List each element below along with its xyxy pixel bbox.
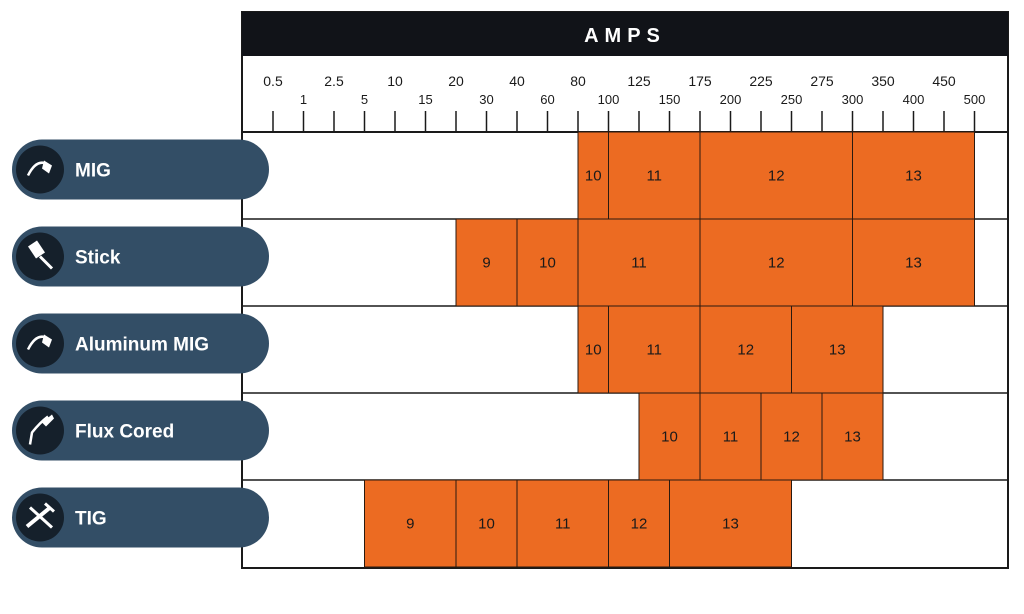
- shade-cell: [821, 392, 884, 481]
- shade-number: 13: [844, 429, 861, 446]
- tick-label: 5: [361, 92, 368, 107]
- shade-number: 12: [631, 516, 648, 533]
- shade-number: 10: [661, 429, 678, 446]
- tick-label: 500: [964, 92, 986, 107]
- tick-label: 30: [479, 92, 493, 107]
- shade-cell: [669, 479, 792, 568]
- tick-label: 225: [749, 73, 773, 89]
- tick-label: 100: [598, 92, 620, 107]
- tick-label: 150: [659, 92, 681, 107]
- tick-label: 400: [903, 92, 925, 107]
- shade-number: 10: [585, 168, 602, 185]
- process-pill: [12, 313, 269, 374]
- tick-label: 80: [570, 73, 586, 89]
- shade-number: 11: [646, 168, 662, 185]
- shade-number: 11: [723, 429, 739, 446]
- tick-label: 2.5: [324, 73, 344, 89]
- tick-label: 175: [688, 73, 712, 89]
- shade-cell: [364, 479, 457, 568]
- tick-label: 125: [627, 73, 651, 89]
- tig-torch-icon: [25, 502, 55, 529]
- tick-label: 275: [810, 73, 834, 89]
- tick-label: 200: [720, 92, 742, 107]
- shade-number: 10: [585, 342, 602, 359]
- shade-number: 13: [905, 168, 922, 185]
- shade-cell: [577, 218, 701, 307]
- shade-cell: [791, 305, 884, 394]
- shade-number: 13: [905, 255, 922, 272]
- process-label: TIG: [75, 509, 107, 530]
- shade-cell: [699, 131, 853, 220]
- process-label: Stick: [75, 248, 121, 269]
- shade-number: 11: [646, 342, 662, 359]
- shade-cell: [516, 479, 609, 568]
- tick-label: 20: [448, 73, 464, 89]
- shade-cell: [852, 131, 975, 220]
- process-label: MIG: [75, 161, 111, 182]
- shade-number: 11: [631, 255, 647, 272]
- shade-number: 9: [406, 516, 414, 533]
- tick-label: 350: [871, 73, 895, 89]
- tick-label: 10: [387, 73, 403, 89]
- shade-cell: [608, 305, 701, 394]
- shade-number: 12: [783, 429, 800, 446]
- process-pill: [12, 487, 269, 548]
- process-icon-badge: [16, 406, 64, 455]
- tick-label: 1: [300, 92, 307, 107]
- tick-label: 250: [781, 92, 803, 107]
- process-icon-badge: [16, 319, 64, 368]
- process-pill: [12, 139, 269, 200]
- shade-number: 12: [768, 255, 785, 272]
- header-band: [242, 12, 1008, 56]
- shade-cell: [608, 479, 670, 568]
- shade-number: 12: [768, 168, 785, 185]
- shade-number: 9: [482, 255, 490, 272]
- tick-label: 0.5: [263, 73, 283, 89]
- tick-label: 300: [842, 92, 864, 107]
- mig-torch-icon: [26, 160, 52, 177]
- shade-number: 13: [829, 342, 846, 359]
- chart-title: AMPS: [584, 25, 666, 47]
- process-icon-badge: [16, 145, 64, 194]
- shade-number: 10: [478, 516, 495, 533]
- shade-cell: [577, 305, 609, 394]
- tick-label: 450: [932, 73, 956, 89]
- shade-cell: [516, 218, 579, 307]
- tick-label: 15: [418, 92, 432, 107]
- shade-cell: [455, 479, 518, 568]
- shade-number: 13: [722, 516, 739, 533]
- shade-cell: [577, 131, 609, 220]
- shade-number: 10: [539, 255, 556, 272]
- process-label: Aluminum MIG: [75, 335, 209, 356]
- shade-cell: [638, 392, 701, 481]
- shade-cell: [455, 218, 518, 307]
- stick-electrode-icon: [28, 240, 54, 270]
- aluminum-mig-torch-icon: [26, 334, 52, 351]
- shade-number: 12: [737, 342, 754, 359]
- shade-number: 11: [555, 516, 571, 533]
- tick-label: 60: [540, 92, 554, 107]
- process-pill: [12, 400, 269, 461]
- process-pill: [12, 226, 269, 287]
- shade-cell: [760, 392, 823, 481]
- flux-cored-torch-icon: [28, 414, 54, 445]
- shade-cell: [852, 218, 975, 307]
- tick-label: 40: [509, 73, 525, 89]
- process-label: Flux Cored: [75, 422, 174, 443]
